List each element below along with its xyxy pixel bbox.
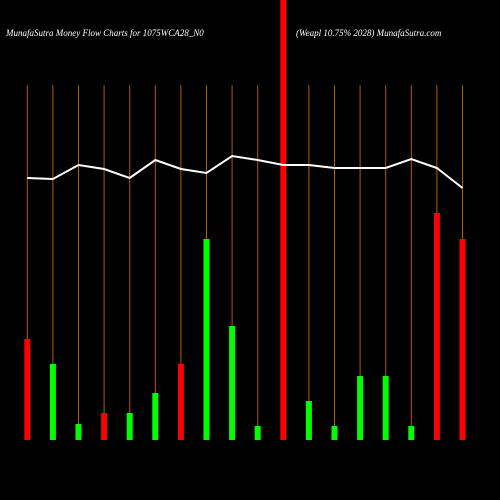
chart-subtitle: (Weapl 10.75% 2028) MunafaSutra.com [296,28,442,38]
bar [177,364,184,440]
bar [433,213,440,440]
bar [459,239,466,440]
bar [408,426,415,440]
bar [75,424,82,440]
bar [331,426,338,440]
bar [24,339,31,440]
bar [305,401,312,440]
bar [229,326,236,440]
bar [254,426,261,440]
bar [203,239,210,440]
bar [280,0,287,440]
bar [357,376,364,440]
bar [152,393,159,440]
bar [101,413,108,440]
money-flow-line [27,154,464,189]
bar [126,413,133,440]
chart-title: MunafaSutra Money Flow Charts for 1075WC… [5,28,204,38]
bar [49,364,56,440]
bar [382,376,389,440]
